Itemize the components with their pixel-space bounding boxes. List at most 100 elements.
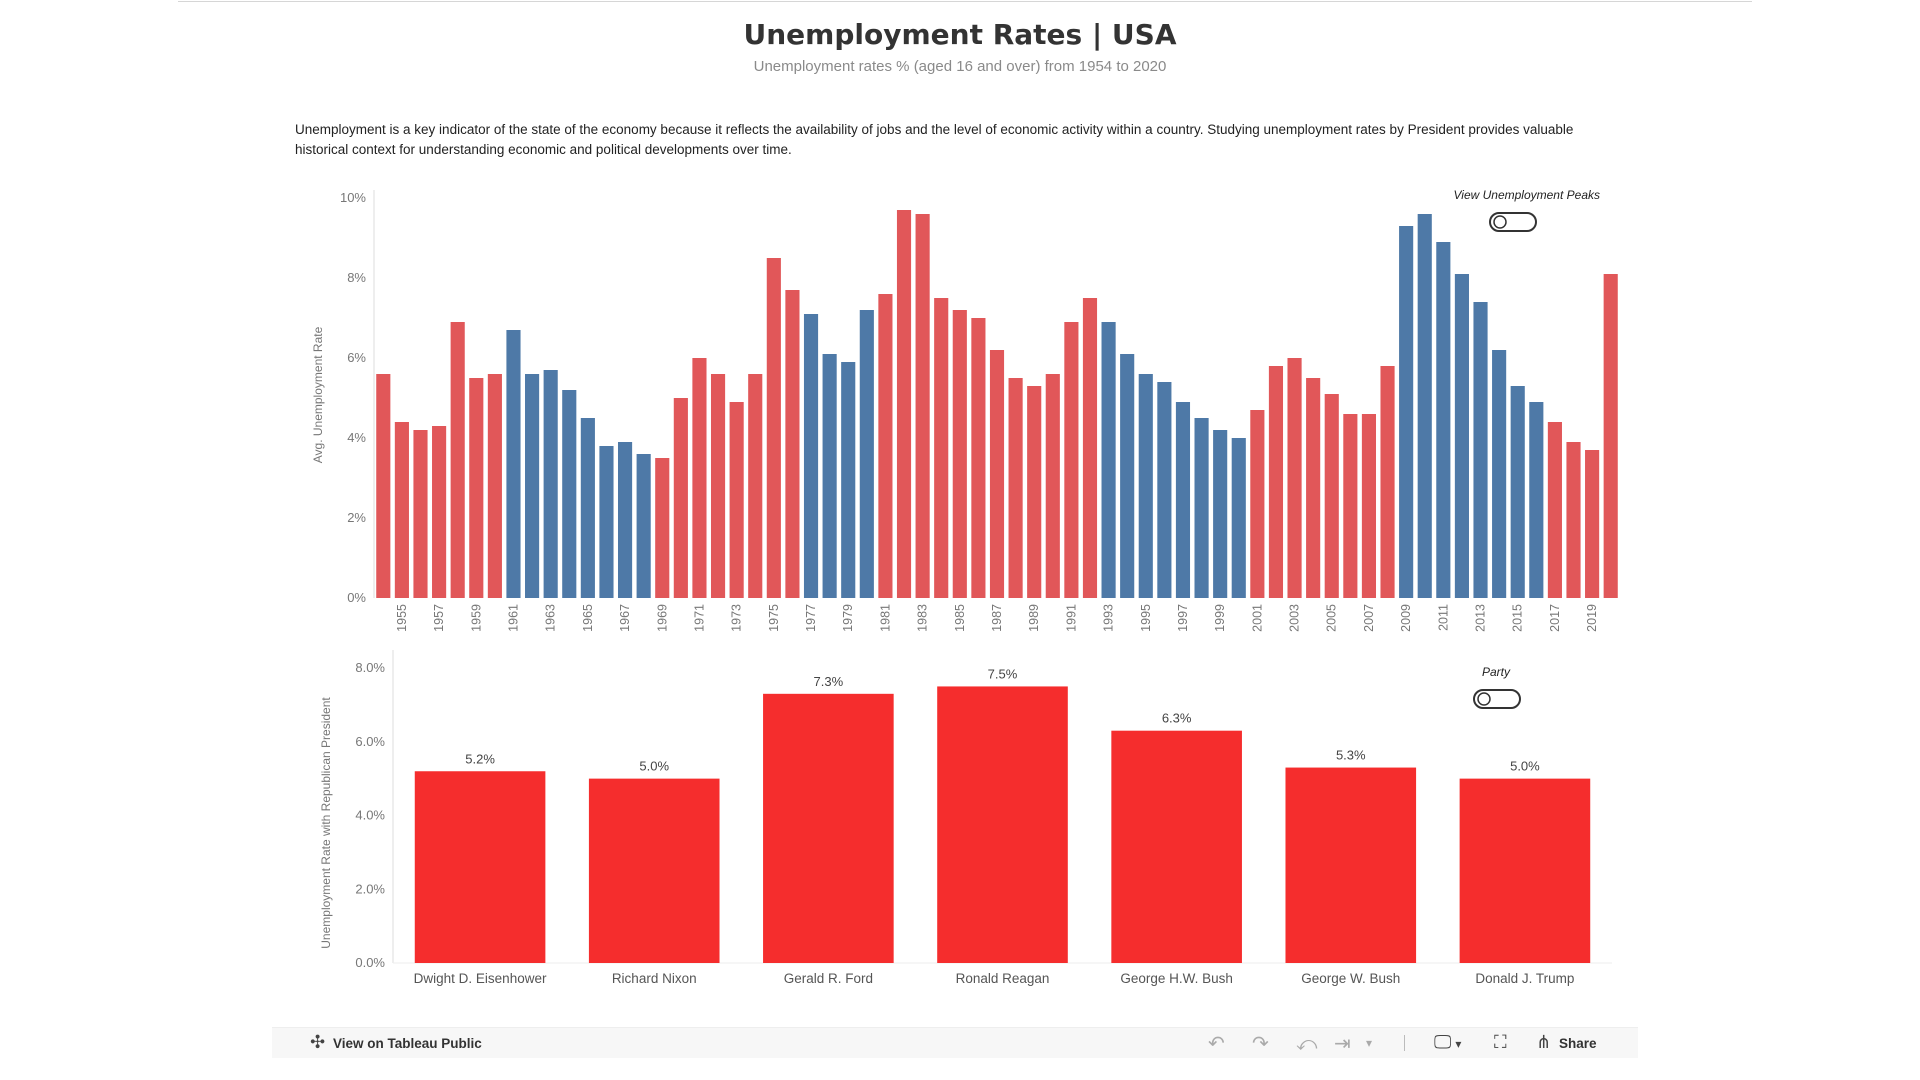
top-y-tick-label: 6% bbox=[347, 350, 366, 365]
top-bar bbox=[1603, 274, 1618, 598]
device-preview-icon[interactable]: 🖵 ▾ bbox=[1434, 1032, 1462, 1053]
top-y-tick-label: 10% bbox=[340, 190, 366, 205]
page-subtitle: Unemployment rates % (aged 16 and over) … bbox=[753, 58, 1167, 75]
top-bar bbox=[859, 310, 874, 598]
redo-icon[interactable]: ↷ bbox=[1252, 1031, 1269, 1055]
top-bar bbox=[1268, 366, 1284, 598]
top-bar bbox=[971, 318, 986, 598]
top-x-tick-label: 1975 bbox=[767, 604, 781, 632]
intro-paragraph: Unemployment is a key indicator of the s… bbox=[295, 122, 1574, 157]
top-x-tick-label: 1989 bbox=[1027, 604, 1041, 632]
view-on-tableau-link[interactable]: ✣ View on Tableau Public bbox=[310, 1028, 482, 1058]
top-bar bbox=[599, 446, 614, 598]
view-on-tableau-label: View on Tableau Public bbox=[332, 1036, 482, 1051]
top-x-tick-label: 1961 bbox=[506, 604, 520, 632]
top-bar bbox=[1473, 302, 1488, 598]
peaks-toggle-label: View Unemployment Peaks bbox=[1453, 188, 1600, 202]
top-bar bbox=[915, 214, 930, 598]
top-bar bbox=[1250, 410, 1265, 598]
peaks-toggle-switch[interactable] bbox=[1489, 212, 1537, 232]
top-bar bbox=[636, 454, 651, 598]
top-x-tick-label: 2017 bbox=[1548, 604, 1562, 632]
bottom-bar bbox=[414, 771, 546, 963]
bottom-bar bbox=[1459, 778, 1591, 963]
top-bar bbox=[934, 298, 949, 598]
tableau-logo-icon: ✣ bbox=[310, 1032, 326, 1053]
top-bar bbox=[1175, 402, 1191, 598]
top-x-tick-label: 1991 bbox=[1064, 604, 1078, 632]
bottom-bar bbox=[937, 686, 1068, 963]
top-bar bbox=[1510, 386, 1525, 598]
top-x-tick-label: 1977 bbox=[804, 604, 818, 632]
top-bar bbox=[673, 398, 688, 598]
top-x-tick-label: 2009 bbox=[1399, 604, 1413, 632]
top-bar bbox=[1231, 438, 1246, 598]
bottom-x-tick-label: Richard Nixon bbox=[612, 971, 697, 986]
peaks-toggle-knob bbox=[1493, 215, 1507, 229]
top-x-tick-label: 2003 bbox=[1288, 604, 1302, 632]
bottom-x-tick-label: Dwight D. Eisenhower bbox=[414, 971, 547, 986]
top-x-tick-label: 2001 bbox=[1250, 604, 1264, 632]
unemployment-by-year-chart: Avg. Unemployment Rate 0% 2% 4% 6% 8% 10% 195… bbox=[311, 190, 1618, 632]
fullscreen-icon[interactable]: ⛶ bbox=[1494, 1032, 1507, 1053]
top-bar bbox=[1064, 322, 1079, 598]
bottom-bar bbox=[1111, 730, 1242, 963]
top-bar bbox=[1157, 382, 1172, 598]
top-x-tick-label: 1987 bbox=[990, 604, 1004, 632]
party-toggle-knob bbox=[1477, 692, 1491, 706]
bottom-chart-x-ticks: Dwight D. Eisenhower Richard Nixon Gerald … bbox=[414, 971, 1575, 986]
revert-icon[interactable]: ⤺ bbox=[1296, 1031, 1318, 1055]
bottom-bar-data-label: 5.0% bbox=[1510, 759, 1540, 774]
top-bar bbox=[1045, 374, 1060, 598]
top-bar bbox=[989, 350, 1005, 598]
top-y-tick-label: 0% bbox=[347, 590, 366, 605]
top-bar bbox=[822, 354, 837, 598]
toolbar-separator bbox=[1404, 1035, 1405, 1051]
share-button[interactable]: ⋔ Share bbox=[1536, 1028, 1597, 1058]
share-icon: ⋔ bbox=[1536, 1032, 1552, 1053]
tableau-toolbar: ✣ View on Tableau Public ↶ ↷ ⤺ ⇥ ▾ 🖵 ▾ ⛶ … bbox=[272, 1027, 1638, 1058]
chevron-down-icon[interactable]: ▾ bbox=[1366, 1036, 1373, 1050]
top-bar bbox=[841, 362, 856, 598]
bottom-x-tick-label: Gerald R. Ford bbox=[784, 971, 873, 986]
top-bar bbox=[432, 426, 447, 598]
top-bar bbox=[1287, 358, 1302, 598]
undo-icon[interactable]: ↶ bbox=[1208, 1031, 1225, 1055]
republican-president-chart: Unemployment Rate with Republican Presid… bbox=[319, 650, 1612, 986]
top-bar bbox=[1454, 274, 1469, 598]
top-x-tick-label: 1997 bbox=[1176, 604, 1190, 632]
top-bar bbox=[1324, 394, 1339, 598]
bottom-bar bbox=[763, 693, 894, 963]
top-bar bbox=[562, 390, 577, 598]
bottom-bar-data-label: 7.5% bbox=[988, 666, 1018, 681]
top-bar bbox=[1529, 402, 1544, 598]
top-chart-y-ticks: 0% 2% 4% 6% 8% 10% bbox=[340, 190, 366, 605]
top-x-tick-label: 1965 bbox=[581, 604, 595, 632]
top-bar bbox=[1120, 354, 1135, 598]
top-chart-x-ticks: 1955 1957 1959 1961 1963 1965 1967 1969 1971 1973… bbox=[395, 604, 1599, 632]
top-bar bbox=[413, 430, 428, 598]
top-bar bbox=[1436, 242, 1451, 598]
top-bar bbox=[1585, 450, 1600, 598]
top-x-tick-label: 1967 bbox=[618, 604, 632, 632]
top-bar bbox=[1101, 322, 1116, 598]
top-x-tick-label: 1971 bbox=[692, 604, 706, 632]
bottom-chart-y-ticks: 0.0% 2.0% 4.0% 6.0% 8.0% bbox=[355, 660, 385, 970]
top-x-tick-label: 2019 bbox=[1585, 604, 1599, 632]
top-bar bbox=[1343, 414, 1358, 598]
bottom-bar-data-label: 5.3% bbox=[1336, 748, 1366, 763]
top-x-tick-label: 1957 bbox=[432, 604, 446, 632]
top-x-tick-label: 1993 bbox=[1102, 604, 1116, 632]
top-bar bbox=[1008, 378, 1023, 598]
bottom-bar bbox=[1285, 767, 1417, 963]
top-x-tick-label: 1985 bbox=[953, 604, 967, 632]
bottom-x-tick-label: George W. Bush bbox=[1301, 971, 1400, 986]
party-toggle-switch[interactable] bbox=[1473, 689, 1521, 709]
top-y-tick-label: 4% bbox=[347, 430, 366, 445]
bottom-x-tick-label: Ronald Reagan bbox=[956, 971, 1050, 986]
top-bar bbox=[878, 294, 893, 598]
top-bar bbox=[1306, 378, 1321, 598]
refresh-icon[interactable]: ⇥ bbox=[1334, 1031, 1351, 1055]
top-bar bbox=[896, 210, 912, 598]
bottom-bar bbox=[588, 778, 720, 963]
